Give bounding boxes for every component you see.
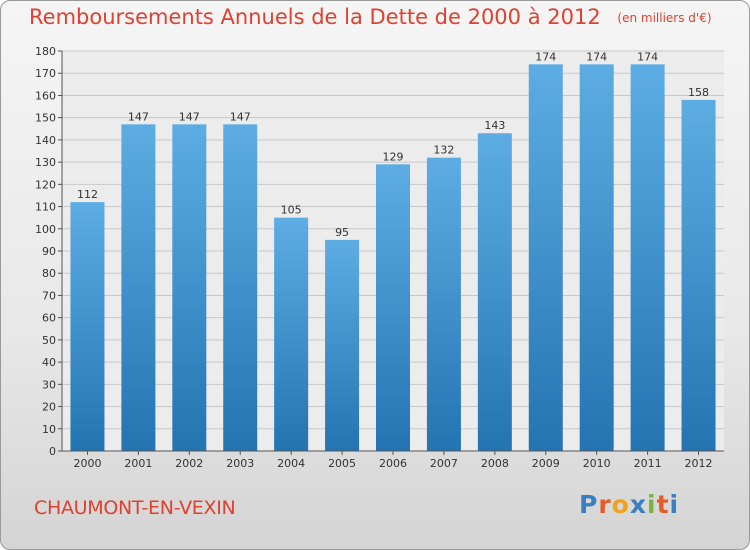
y-tick-label: 180: [35, 45, 56, 58]
chart-title: Remboursements Annuels de la Dette de 20…: [29, 5, 712, 29]
bar-value-label: 174: [586, 50, 607, 63]
bar-value-label: 147: [128, 110, 149, 123]
bar-value-label: 129: [383, 150, 404, 163]
bar: [528, 64, 563, 452]
y-tick-label: 80: [42, 267, 56, 280]
bar: [426, 157, 461, 451]
y-tick-label: 30: [42, 378, 56, 391]
bar: [70, 202, 105, 451]
x-tick-label: 2006: [379, 457, 407, 470]
bar: [325, 239, 360, 451]
x-tick-label: 2002: [175, 457, 203, 470]
bar-value-label: 132: [433, 144, 454, 157]
bar: [681, 99, 716, 451]
chart-unit-label: (en milliers d'€): [617, 11, 712, 25]
bar-value-label: 174: [535, 50, 556, 63]
bar-value-label: 147: [179, 110, 200, 123]
y-tick-label: 10: [42, 423, 56, 436]
x-tick-label: 2012: [685, 457, 713, 470]
y-tick-label: 60: [42, 312, 56, 325]
y-tick-label: 20: [42, 401, 56, 414]
logo-letter: r: [598, 490, 612, 519]
logo-letter: o: [611, 490, 630, 519]
x-tick-label: 2008: [481, 457, 509, 470]
y-tick-label: 40: [42, 356, 56, 369]
bar: [376, 164, 410, 452]
x-tick-label: 2009: [532, 457, 560, 470]
logo-letter: i: [647, 490, 657, 519]
y-tick-label: 150: [35, 112, 56, 125]
y-tick-label: 100: [35, 223, 56, 236]
y-tick-label: 120: [35, 178, 56, 191]
logo-letter: P: [579, 490, 599, 519]
bar: [630, 64, 665, 452]
x-tick-label: 2004: [277, 457, 305, 470]
bar-value-label: 143: [484, 119, 505, 132]
bar: [223, 124, 258, 451]
bar-value-label: 158: [688, 86, 709, 99]
logo-letter: x: [629, 490, 647, 519]
logo-letter: t: [656, 490, 670, 519]
bar-value-label: 112: [77, 188, 98, 201]
y-tick-label: 70: [42, 289, 56, 302]
x-tick-label: 2005: [328, 457, 356, 470]
bar-value-label: 174: [637, 50, 658, 63]
y-tick-label: 130: [35, 156, 56, 169]
x-tick-label: 2007: [430, 457, 458, 470]
bar: [172, 124, 207, 451]
x-tick-label: 2010: [583, 457, 611, 470]
x-tick-label: 2011: [634, 457, 662, 470]
x-tick-label: 2000: [73, 457, 101, 470]
y-tick-label: 50: [42, 334, 56, 347]
chart-title-text: Remboursements Annuels de la Dette de 20…: [29, 5, 601, 29]
logo-letter: i: [669, 490, 680, 519]
y-tick-label: 160: [35, 89, 56, 102]
y-tick-label: 110: [35, 201, 56, 214]
commune-name: CHAUMONT-EN-VEXIN: [34, 497, 236, 519]
bar: [121, 124, 156, 451]
bar: [274, 217, 309, 451]
bar: [579, 64, 614, 452]
proxiti-logo: Proxiti: [579, 490, 679, 519]
y-tick-label: 140: [35, 134, 56, 147]
y-tick-label: 90: [42, 245, 56, 258]
x-tick-label: 2003: [226, 457, 254, 470]
y-tick-label: 170: [35, 67, 56, 80]
bar-value-label: 147: [230, 110, 251, 123]
y-tick-label: 0: [49, 445, 56, 458]
bar-value-label: 105: [281, 204, 302, 217]
x-tick-label: 2001: [124, 457, 152, 470]
bar: [477, 133, 512, 451]
bar-value-label: 95: [335, 226, 349, 239]
